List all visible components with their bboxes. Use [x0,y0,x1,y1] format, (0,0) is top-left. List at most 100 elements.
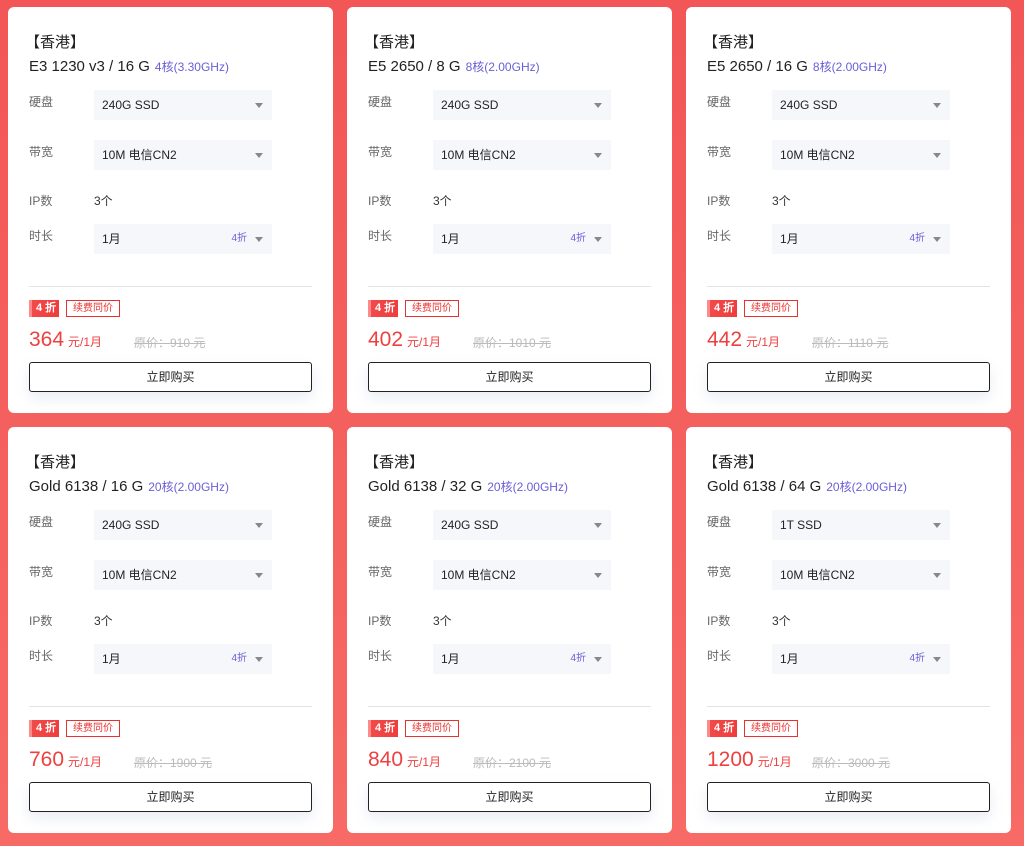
product-card: 【香港】 E3 1230 v3 / 16 G 4核(3.30GHz) 硬盘 240… [8,7,333,413]
ip-label: IP数 [29,194,53,208]
bandwidth-select[interactable]: 10M 电信CN2 [772,140,950,170]
price-amount: 402 [368,328,404,351]
duration-discount: 4折 [231,233,247,244]
duration-value: 1月 [780,652,799,666]
duration-select[interactable]: 1月 4折 [772,224,950,254]
product-card: 【香港】 E5 2650 / 8 G 8核(2.00GHz) 硬盘 240G SS… [347,7,672,413]
buy-now-button[interactable]: 立即购买 [707,782,990,812]
duration-label: 时长 [707,649,732,663]
price: 1200 元/1月 [707,748,792,772]
price-unit: 元/1月 [68,755,103,769]
bandwidth-select[interactable]: 10M 电信CN2 [772,560,950,590]
original-price: 原价：910 元 [134,336,206,350]
disk-select[interactable]: 240G SSD [772,90,950,120]
duration-select[interactable]: 1月 4折 [94,644,272,674]
buy-now-button[interactable]: 立即购买 [29,362,312,392]
duration-select[interactable]: 1月 4折 [94,224,272,254]
disk-value: 240G SSD [102,98,160,112]
divider [368,286,651,287]
disk-select[interactable]: 240G SSD [94,90,272,120]
chevron-down-icon [594,237,602,242]
chevron-down-icon [933,523,941,528]
region-title: 【香港】 [25,454,86,471]
bandwidth-select[interactable]: 10M 电信CN2 [94,140,272,170]
duration-select[interactable]: 1月 4折 [433,224,611,254]
renew-same-price-tag: 续费同价 [405,720,459,737]
chevron-down-icon [933,237,941,242]
duration-value: 1月 [441,232,460,246]
duration-label: 时长 [29,229,54,243]
bandwidth-label: 带宽 [368,145,393,159]
product-card: 【香港】 Gold 6138 / 16 G 20核(2.00GHz) 硬盘 240… [8,427,333,833]
original-price: 原价：2100 元 [473,756,552,770]
product-card: 【香港】 Gold 6138 / 32 G 20核(2.00GHz) 硬盘 240… [347,427,672,833]
bandwidth-value: 10M 电信CN2 [441,148,516,162]
model-name: Gold 6138 / 64 G [707,478,822,495]
ip-value: 3个 [772,194,791,208]
renew-same-price-tag: 续费同价 [744,300,798,317]
buy-now-button[interactable]: 立即购买 [368,782,651,812]
disk-select[interactable]: 1T SSD [772,510,950,540]
cpu-spec: 20核(2.00GHz) [148,480,229,494]
ip-value: 3个 [433,194,452,208]
bandwidth-select[interactable]: 10M 电信CN2 [94,560,272,590]
duration-label: 时长 [707,229,732,243]
buy-now-button[interactable]: 立即购买 [368,362,651,392]
ip-label: IP数 [29,614,53,628]
bandwidth-select[interactable]: 10M 电信CN2 [433,560,611,590]
disk-value: 240G SSD [441,98,499,112]
price-unit: 元/1月 [407,335,442,349]
bandwidth-label: 带宽 [707,565,732,579]
price: 760 元/1月 [29,748,102,772]
divider [29,706,312,707]
renew-same-price-tag: 续费同价 [66,720,120,737]
cpu-spec: 20核(2.00GHz) [487,480,568,494]
disk-select[interactable]: 240G SSD [94,510,272,540]
ip-label: IP数 [368,194,392,208]
duration-discount: 4折 [570,233,586,244]
chevron-down-icon [255,573,263,578]
bandwidth-select[interactable]: 10M 电信CN2 [433,140,611,170]
disk-select[interactable]: 240G SSD [433,90,611,120]
divider [707,286,990,287]
product-card: 【香港】 E5 2650 / 16 G 8核(2.00GHz) 硬盘 240G S… [686,7,1011,413]
original-price: 原价：1010 元 [473,336,552,350]
original-price: 原价：3000 元 [812,756,891,770]
model-title: Gold 6138 / 64 G 20核(2.00GHz) [707,478,907,495]
cpu-spec: 4核(3.30GHz) [154,60,229,74]
chevron-down-icon [255,523,263,528]
chevron-down-icon [933,153,941,158]
ip-value: 3个 [94,614,113,628]
divider [368,706,651,707]
price-unit: 元/1月 [68,335,103,349]
region-title: 【香港】 [364,34,425,51]
duration-discount: 4折 [909,233,925,244]
chevron-down-icon [594,523,602,528]
bandwidth-label: 带宽 [29,145,54,159]
duration-select[interactable]: 1月 4折 [772,644,950,674]
buy-now-button[interactable]: 立即购买 [29,782,312,812]
disk-label: 硬盘 [368,515,393,529]
bandwidth-value: 10M 电信CN2 [102,148,177,162]
chevron-down-icon [933,657,941,662]
original-price: 原价：1900 元 [134,756,213,770]
discount-badge: 4 折 [29,720,59,737]
price-unit: 元/1月 [757,755,792,769]
buy-now-button[interactable]: 立即购买 [707,362,990,392]
disk-select[interactable]: 240G SSD [433,510,611,540]
disk-label: 硬盘 [368,95,393,109]
chevron-down-icon [255,153,263,158]
duration-value: 1月 [102,652,121,666]
duration-select[interactable]: 1月 4折 [433,644,611,674]
disk-label: 硬盘 [29,95,54,109]
price-amount: 442 [707,328,743,351]
discount-badge: 4 折 [29,300,59,317]
model-name: E5 2650 / 16 G [707,58,808,75]
duration-value: 1月 [780,232,799,246]
price-unit: 元/1月 [407,755,442,769]
cpu-spec: 8核(2.00GHz) [812,60,887,74]
duration-discount: 4折 [909,653,925,664]
ip-value: 3个 [433,614,452,628]
region-title: 【香港】 [364,454,425,471]
disk-label: 硬盘 [707,515,732,529]
